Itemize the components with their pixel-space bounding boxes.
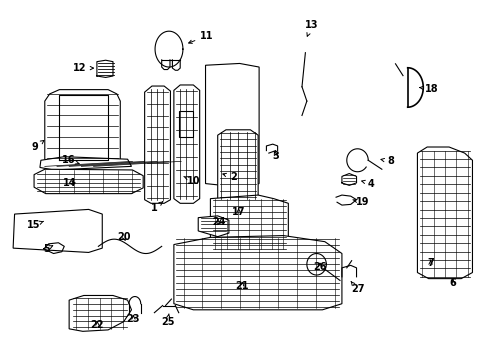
Text: 17: 17 bbox=[231, 207, 245, 217]
Text: 8: 8 bbox=[380, 156, 393, 166]
Text: 5: 5 bbox=[43, 244, 53, 254]
Polygon shape bbox=[174, 235, 341, 310]
Polygon shape bbox=[174, 85, 199, 203]
Text: 26: 26 bbox=[313, 262, 326, 272]
Text: 11: 11 bbox=[188, 31, 213, 43]
Text: 1: 1 bbox=[151, 202, 163, 213]
Text: 27: 27 bbox=[350, 282, 364, 294]
Text: 13: 13 bbox=[305, 20, 318, 36]
Polygon shape bbox=[210, 195, 288, 251]
Polygon shape bbox=[40, 157, 131, 170]
Text: 19: 19 bbox=[352, 197, 368, 207]
Text: 20: 20 bbox=[117, 232, 130, 242]
Polygon shape bbox=[217, 130, 258, 203]
Text: 2: 2 bbox=[223, 172, 236, 182]
Text: 15: 15 bbox=[27, 220, 43, 230]
Text: 3: 3 bbox=[272, 150, 279, 161]
Text: 4: 4 bbox=[361, 179, 374, 189]
Text: 7: 7 bbox=[427, 258, 433, 268]
Text: 18: 18 bbox=[419, 84, 438, 94]
Text: 25: 25 bbox=[161, 314, 174, 327]
Text: 16: 16 bbox=[62, 155, 79, 165]
Text: 24: 24 bbox=[212, 217, 225, 227]
Polygon shape bbox=[417, 147, 471, 279]
Text: 12: 12 bbox=[73, 63, 93, 73]
Bar bbox=[179, 111, 193, 137]
Polygon shape bbox=[198, 216, 228, 237]
Polygon shape bbox=[144, 86, 170, 203]
Polygon shape bbox=[45, 90, 120, 164]
Text: 21: 21 bbox=[235, 281, 248, 291]
Text: 23: 23 bbox=[126, 314, 140, 324]
Text: 6: 6 bbox=[448, 278, 455, 288]
Polygon shape bbox=[69, 296, 131, 331]
Polygon shape bbox=[34, 169, 143, 194]
Polygon shape bbox=[13, 210, 102, 252]
Polygon shape bbox=[205, 63, 259, 187]
Text: 22: 22 bbox=[90, 320, 104, 330]
Text: 9: 9 bbox=[32, 140, 44, 152]
Text: 10: 10 bbox=[183, 176, 200, 186]
Text: 14: 14 bbox=[63, 178, 77, 188]
